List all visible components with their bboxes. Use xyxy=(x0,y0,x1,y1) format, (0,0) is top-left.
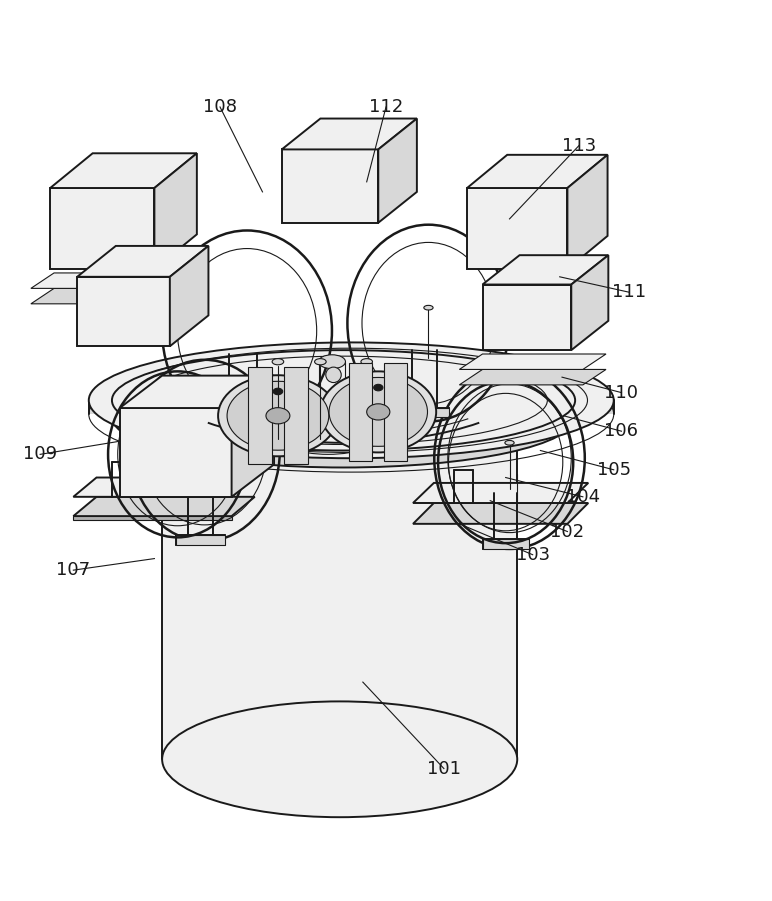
Ellipse shape xyxy=(227,381,329,450)
Polygon shape xyxy=(482,540,529,549)
Ellipse shape xyxy=(218,375,338,456)
Polygon shape xyxy=(482,255,608,285)
Polygon shape xyxy=(567,155,608,269)
Text: 106: 106 xyxy=(604,423,638,441)
Ellipse shape xyxy=(318,355,345,369)
Polygon shape xyxy=(89,400,614,414)
Polygon shape xyxy=(482,285,571,350)
Polygon shape xyxy=(459,369,606,385)
Polygon shape xyxy=(571,255,608,350)
Polygon shape xyxy=(77,246,208,277)
Polygon shape xyxy=(170,246,208,346)
Polygon shape xyxy=(154,153,197,269)
Ellipse shape xyxy=(361,359,373,365)
Polygon shape xyxy=(248,367,272,464)
Polygon shape xyxy=(467,155,608,188)
Text: 105: 105 xyxy=(597,460,631,478)
Text: 110: 110 xyxy=(604,384,638,402)
Polygon shape xyxy=(282,150,378,223)
Text: 113: 113 xyxy=(562,137,596,155)
Polygon shape xyxy=(176,535,225,545)
Polygon shape xyxy=(73,516,232,520)
Text: 107: 107 xyxy=(56,561,90,579)
Ellipse shape xyxy=(112,367,575,468)
Text: 103: 103 xyxy=(516,546,550,564)
Ellipse shape xyxy=(329,378,428,446)
Polygon shape xyxy=(31,288,174,304)
Polygon shape xyxy=(31,273,174,288)
Ellipse shape xyxy=(162,701,517,817)
Polygon shape xyxy=(284,367,308,464)
Polygon shape xyxy=(77,277,170,346)
Polygon shape xyxy=(400,408,449,417)
Polygon shape xyxy=(459,354,606,369)
Text: 108: 108 xyxy=(203,98,237,116)
Ellipse shape xyxy=(326,367,341,383)
Text: 112: 112 xyxy=(369,98,403,116)
Polygon shape xyxy=(282,119,417,150)
Ellipse shape xyxy=(315,359,327,365)
Ellipse shape xyxy=(162,369,517,447)
Polygon shape xyxy=(73,496,255,516)
Polygon shape xyxy=(120,408,232,496)
Polygon shape xyxy=(162,408,517,760)
Polygon shape xyxy=(467,188,567,269)
Polygon shape xyxy=(112,400,140,417)
Polygon shape xyxy=(215,415,271,425)
Polygon shape xyxy=(120,376,274,408)
Ellipse shape xyxy=(89,342,614,459)
Text: 111: 111 xyxy=(612,283,646,301)
Ellipse shape xyxy=(273,388,283,395)
Text: 101: 101 xyxy=(427,760,461,778)
Polygon shape xyxy=(413,483,588,503)
Polygon shape xyxy=(349,363,373,460)
Polygon shape xyxy=(378,119,417,223)
Text: 104: 104 xyxy=(566,487,600,505)
Ellipse shape xyxy=(424,305,433,310)
Polygon shape xyxy=(50,188,154,269)
Polygon shape xyxy=(232,376,274,496)
Polygon shape xyxy=(73,478,255,496)
Ellipse shape xyxy=(320,371,436,452)
Text: 109: 109 xyxy=(23,445,57,463)
Text: 102: 102 xyxy=(550,523,584,541)
Polygon shape xyxy=(50,153,197,188)
Ellipse shape xyxy=(505,441,514,445)
Polygon shape xyxy=(413,503,588,523)
Ellipse shape xyxy=(112,350,575,450)
Ellipse shape xyxy=(266,407,290,423)
Ellipse shape xyxy=(272,359,284,365)
Ellipse shape xyxy=(318,409,345,423)
Ellipse shape xyxy=(367,404,390,420)
Ellipse shape xyxy=(374,385,383,391)
Polygon shape xyxy=(384,363,408,460)
